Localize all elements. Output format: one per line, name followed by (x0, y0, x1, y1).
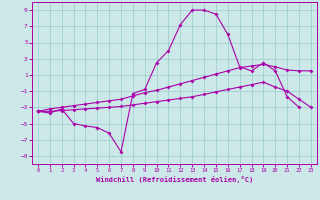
X-axis label: Windchill (Refroidissement éolien,°C): Windchill (Refroidissement éolien,°C) (96, 176, 253, 183)
